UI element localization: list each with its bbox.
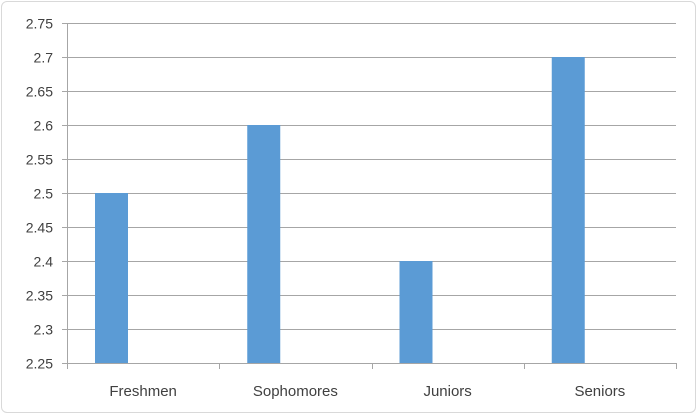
x-axis-tick-labels: Freshmen Sophomores Juniors Seniors	[109, 383, 625, 400]
bar-sophomores	[247, 125, 281, 363]
x-tick-label: Freshmen	[109, 383, 177, 400]
bar-juniors	[399, 261, 433, 363]
bars	[95, 57, 585, 363]
y-tick-label: 2.6	[34, 118, 54, 134]
y-tick-label: 2.35	[26, 288, 53, 304]
bar-seniors	[551, 57, 585, 363]
axes	[62, 23, 677, 369]
bar-freshmen	[95, 193, 128, 363]
y-tick-label: 2.4	[34, 254, 54, 270]
y-axis-tick-labels: 2.25 2.3 2.35 2.4 2.45 2.5 2.55 2.6 2.65 2.7 2.75	[26, 16, 53, 372]
y-tick-label: 2.5	[34, 186, 54, 202]
y-tick-label: 2.75	[26, 16, 53, 32]
x-tick-label: Sophomores	[253, 383, 338, 400]
x-tick-label: Juniors	[423, 383, 471, 400]
y-tick-label: 2.7	[34, 50, 54, 66]
y-tick-label: 2.3	[34, 322, 54, 338]
y-tick-label: 2.55	[26, 152, 53, 168]
y-tick-label: 2.65	[26, 84, 53, 100]
x-tick-label: Seniors	[574, 383, 625, 400]
y-tick-label: 2.45	[26, 220, 53, 236]
y-tick-label: 2.25	[26, 356, 53, 372]
